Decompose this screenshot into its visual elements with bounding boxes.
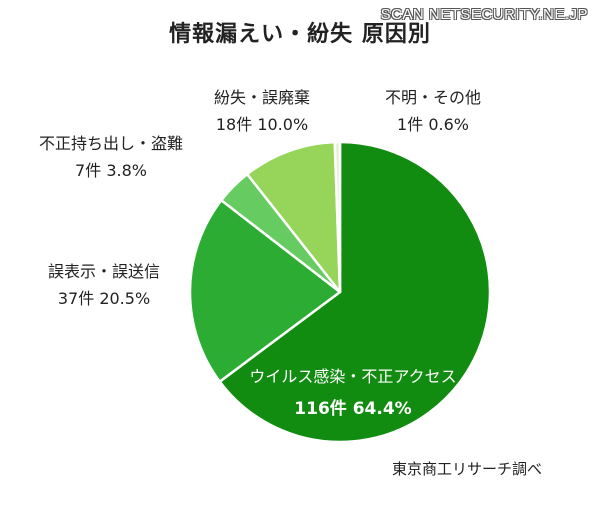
label-unknown-other-percent: 0.6% <box>428 115 469 134</box>
label-unknown-other: 不明・その他 1件 0.6% <box>378 84 488 138</box>
label-unknown-other-count: 1件 <box>397 115 424 134</box>
label-theft-percent: 3.8% <box>106 161 147 180</box>
label-unknown-other-name: 不明・その他 <box>384 88 481 107</box>
source-note: 東京商工リサーチ調べ <box>392 460 543 478</box>
label-virus-unauthorized-name: ウイルス感染・不正アクセス <box>249 367 457 386</box>
label-theft-name: 不正持ち出し・盗難 <box>38 134 183 153</box>
label-loss-disposal-name: 紛失・誤廃棄 <box>213 88 310 107</box>
chart-title: 情報漏えい・紛失 原因別 <box>169 22 431 47</box>
label-loss-disposal-percent: 10.0% <box>257 115 309 134</box>
pie-slice-1 <box>188 199 342 383</box>
label-misdisplay-missend-percent: 20.5% <box>99 289 151 308</box>
watermark: SCAN NETSECURITY.NE.JP <box>380 6 588 23</box>
label-misdisplay-missend: 誤表示・誤送信 37件 20.5% <box>40 258 168 312</box>
label-misdisplay-missend-count: 37件 <box>57 289 95 308</box>
pie-slice-4 <box>333 140 342 294</box>
label-theft-count: 7件 <box>75 161 102 180</box>
label-loss-disposal: 紛失・誤廃棄 18件 10.0% <box>196 84 328 138</box>
pie-slice-3 <box>245 140 342 294</box>
label-misdisplay-missend-name: 誤表示・誤送信 <box>47 262 160 281</box>
label-virus-unauthorized: ウイルス感染・不正アクセス 116件 64.4% <box>228 363 478 423</box>
label-virus-unauthorized-count: 116件 <box>294 399 347 419</box>
label-virus-unauthorized-percent: 64.4% <box>352 399 412 419</box>
pie-slice-0 <box>218 140 492 444</box>
label-loss-disposal-count: 18件 <box>215 115 253 134</box>
label-theft: 不正持ち出し・盗難 7件 3.8% <box>32 130 190 184</box>
